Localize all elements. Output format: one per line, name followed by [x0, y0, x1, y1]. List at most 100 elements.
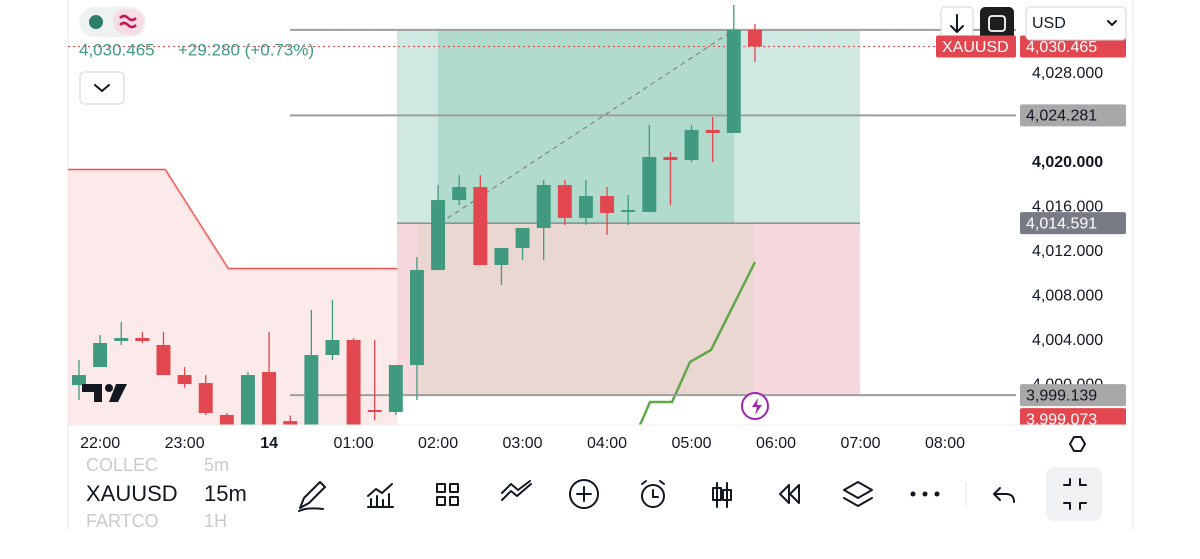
candle-body [93, 343, 108, 368]
y-tick-label: 4,008.000 [1032, 288, 1103, 305]
expand-button[interactable] [79, 71, 125, 105]
candle-body [283, 421, 298, 425]
draw-tool[interactable] [298, 481, 326, 512]
candle-body [177, 375, 192, 385]
lightning [752, 398, 762, 415]
candle-body [642, 156, 657, 212]
x-tick-label: 07:00 [841, 435, 881, 452]
currency: USD [1032, 15, 1066, 32]
y-tick-label: 4,020.000 [1032, 154, 1103, 171]
level-label: 3,999.139 [1026, 387, 1097, 404]
candle-body [72, 375, 86, 386]
x-tick-label: 08:00 [925, 435, 965, 452]
level-label-bg [1020, 212, 1126, 235]
loss-filled [418, 223, 754, 396]
ghost-symbol: FARTCO [86, 511, 159, 531]
more-dot [934, 491, 940, 497]
candle-body [705, 129, 720, 133]
last-price: 4,030.465 [79, 40, 155, 59]
symbol-label-bg [936, 35, 1016, 58]
candle-body [621, 209, 636, 212]
level-label: 4,014.591 [1026, 215, 1097, 232]
plus [576, 486, 592, 502]
candle-body [600, 196, 615, 213]
candle-body [219, 414, 234, 425]
candle-icon [722, 489, 732, 501]
stop-label-bg [1020, 408, 1126, 425]
candle-body [198, 383, 213, 413]
more-dot [922, 491, 928, 497]
y-tick-label: 4,016.000 [1032, 199, 1103, 216]
candle-body [388, 365, 403, 412]
chevron-icon [94, 84, 110, 92]
x-tick-label: 22:00 [80, 435, 120, 452]
symbol-picker[interactable]: XAUUSD [86, 481, 178, 506]
templates-tool[interactable] [436, 483, 459, 506]
candle-body [452, 187, 467, 201]
x-tick-label: 23:00 [165, 435, 205, 452]
candle-body [536, 185, 551, 228]
ghost-interval: 1H [204, 511, 227, 531]
candle-body [304, 355, 319, 425]
y-tick-label: 4,028.000 [1032, 65, 1103, 82]
add-tool[interactable] [569, 479, 599, 509]
status-badge [113, 9, 144, 35]
wave-icon [119, 14, 137, 29]
symbol-label: XAUUSD [942, 39, 1009, 56]
settings-icon[interactable] [1069, 436, 1086, 452]
undo-tool[interactable] [993, 487, 1015, 503]
indicators-tool[interactable] [367, 483, 394, 508]
x-tick-label: 14 [260, 435, 278, 452]
x-tick-label: 04:00 [587, 435, 627, 452]
candle-body [135, 337, 150, 342]
layers-tool[interactable] [843, 481, 873, 507]
replay-tool[interactable] [779, 484, 800, 504]
candle-body [325, 340, 340, 356]
candle-icon [712, 487, 722, 501]
candle-body [409, 270, 424, 366]
arrow-down-icon [950, 14, 964, 33]
last-price-label-bg [1020, 35, 1126, 58]
collapse-button[interactable] [1046, 467, 1102, 521]
candle-body [747, 29, 762, 47]
candle-body [367, 409, 382, 412]
candle-body [557, 185, 572, 218]
candle-body [473, 187, 488, 266]
candle-body [114, 337, 129, 342]
logo-dot [105, 384, 113, 392]
fullscreen-button[interactable] [980, 7, 1014, 40]
stop-label: 3,999.073 [1026, 411, 1097, 428]
ghost-symbol: COLLEC [86, 455, 158, 475]
candle-body [262, 372, 277, 425]
ghost-interval: 5m [204, 455, 229, 475]
y-tick-label: 4,012.000 [1032, 243, 1103, 260]
more-dot[interactable] [910, 491, 916, 497]
candle-body [156, 345, 171, 376]
logo-mark [82, 384, 102, 402]
compare-tool[interactable] [501, 480, 532, 501]
collapse-icon [1063, 478, 1087, 510]
picker-fade [70, 474, 270, 514]
candle-body [684, 129, 699, 160]
logo-mark [109, 384, 127, 402]
interval-picker[interactable]: 15m [204, 481, 247, 506]
level-label-bg [1020, 104, 1126, 127]
price-change: +29.280 (+0.73%) [178, 40, 314, 59]
candle-body [431, 200, 446, 271]
currency-select[interactable] [1025, 6, 1127, 41]
x-tick-label: 02:00 [418, 435, 458, 452]
trade-line [439, 29, 735, 224]
x-tick-label: 03:00 [503, 435, 543, 452]
chart-pane [68, 5, 1016, 425]
level-label: 4,024.281 [1026, 108, 1097, 125]
price-axis: 4,028.000 4,020.000 4,016.000 4,012.000 4,00… [1020, 35, 1126, 428]
alert-tool[interactable] [641, 484, 665, 508]
candle-body [346, 340, 361, 425]
candle-body [515, 227, 530, 248]
x-tick-label: 05:00 [672, 435, 712, 452]
x-tick-label: 01:00 [334, 435, 374, 452]
toolbar-icons [298, 467, 1102, 521]
y-tick-label: 4,004.000 [1032, 332, 1103, 349]
status-dot [89, 15, 103, 29]
